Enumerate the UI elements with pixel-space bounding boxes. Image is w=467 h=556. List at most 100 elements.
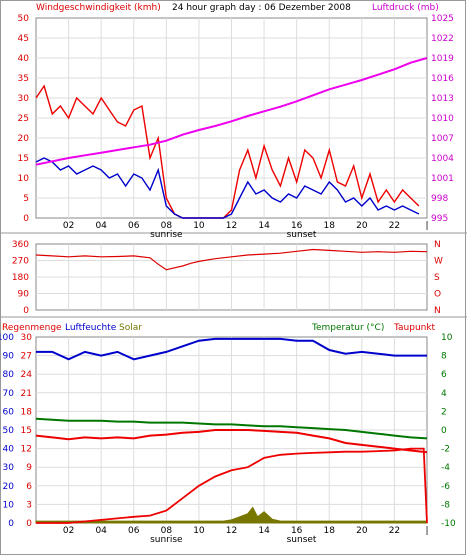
climate-panel-x-tick: 12 (226, 526, 237, 536)
dewpoint-line (35, 429, 428, 454)
pressure-panel-right-tick: 995 (431, 214, 448, 224)
wind-panel-x-end-tick: | (425, 221, 428, 231)
direction-panel-right-tick: N (434, 306, 441, 316)
wind-panel-left-tick: 5 (23, 194, 29, 204)
rain-panel-left-tick: 30 (21, 333, 33, 343)
rain-panel-left-tick: 0 (26, 519, 32, 529)
pressure-panel-right-tick: 1013 (431, 94, 454, 104)
pressure-line (35, 57, 428, 166)
wind-panel-x-tick: 04 (95, 221, 107, 231)
humidity-panel-left-tick: 50 (3, 426, 15, 436)
pressure-panel-right-tick: 1007 (431, 134, 454, 144)
pressure-panel-right-tick: 998 (431, 194, 448, 204)
chart-title: 24 hour graph day : 06 Dezember 2008 (172, 3, 351, 13)
pressure-panel-right-tick: 1004 (431, 154, 454, 164)
climate-panel-x-tick: 08 (161, 526, 173, 536)
temperature-line (35, 417, 428, 440)
wind-panel-x-tick: 10 (193, 221, 205, 231)
climate-panel-x-tick: 18 (324, 526, 336, 536)
temp-panel-right-tick: -10 (441, 519, 456, 529)
direction-panel-right-tick: O (434, 290, 441, 300)
wind-panel-x-tick: 20 (356, 221, 368, 231)
chart-layer: 02 04 06 08 10 12 14 16 18 20 22 |sunrise sunset0510… (0, 14, 456, 545)
wind-panel-x-tick: 02 (63, 221, 74, 231)
climate-panel-x-tick: 16 (291, 526, 303, 536)
direction-panel-left-tick: 0 (23, 306, 29, 316)
climate-panel-x-tick: 22 (389, 526, 400, 536)
temp-panel-right-tick: 4 (441, 389, 447, 399)
humidity-line (36, 337, 427, 361)
wind-panel-left-tick: 50 (18, 14, 30, 24)
direction-panel-left-tick: 180 (12, 273, 29, 283)
humidity-panel-left-tick: 0 (8, 519, 14, 529)
humidity-panel-left-tick: 100 (0, 333, 14, 343)
wind-panel-left-tick: 20 (18, 134, 30, 144)
temp-panel-right-tick: 8 (441, 352, 447, 362)
pressure-panel-right-tick: 1001 (431, 174, 454, 184)
humidity-panel-left-tick: 90 (3, 352, 15, 362)
rain-panel-left-tick: 27 (21, 352, 32, 362)
wind-panel-x-tick: 06 (128, 221, 140, 231)
rain-panel-left-tick: 12 (21, 445, 32, 455)
climate-panel-x-tick: 02 (63, 526, 74, 536)
temperature-label: Temperatur (°C) (311, 323, 384, 333)
wind-average-line (35, 157, 420, 219)
climate-panel-x-tick: 04 (95, 526, 107, 536)
temp-panel-right-tick: 6 (441, 370, 447, 380)
direction-panel-left-tick: 360 (12, 240, 29, 250)
wind-panel-x-tick: 16 (291, 221, 303, 231)
climate-panel-x-tick: 14 (258, 526, 270, 536)
climate-panel-x-tick: 06 (128, 526, 140, 536)
humidity-panel-left-tick: 60 (3, 407, 15, 417)
wind-panel-sunrise-label: sunrise (150, 230, 183, 240)
wind-panel-left-tick: 0 (23, 214, 29, 224)
rain-panel-left-tick: 3 (26, 500, 32, 510)
wind-panel-x-tick: 22 (389, 221, 400, 231)
wind-panel-left-tick: 45 (18, 34, 29, 44)
solar-area (35, 506, 428, 524)
solar-label: Solar (119, 323, 142, 333)
pressure-panel-right-tick: 1010 (431, 114, 454, 124)
rain-panel-left-tick: 21 (21, 389, 32, 399)
wind-panel-x-tick: 14 (258, 221, 270, 231)
wind-panel-left-tick: 25 (18, 114, 29, 124)
wind-panel-sunset-label: sunset (287, 230, 317, 240)
rain-axis-label: Regenmenge (2, 323, 62, 333)
pressure-panel-right-tick: 1016 (431, 74, 454, 84)
dewpoint-label: Taupunkt (393, 323, 436, 333)
rain-line (36, 447, 428, 524)
direction-panel-right-tick: N (434, 240, 441, 250)
direction-panel-right-tick: W (434, 257, 443, 267)
direction-panel-left-tick: 90 (18, 290, 30, 300)
rain-panel-left-tick: 6 (26, 482, 32, 492)
humidity-panel-left-tick: 70 (3, 389, 15, 399)
wind-panel-x-tick: 12 (226, 221, 237, 231)
humidity-panel-left-tick: 30 (3, 463, 15, 473)
humidity-panel-left-tick: 10 (3, 500, 15, 510)
wind-panel-x-tick: 18 (324, 221, 336, 231)
rain-panel-left-tick: 18 (21, 407, 33, 417)
wind-panel-left-tick: 30 (18, 94, 30, 104)
temp-panel-right-tick: -2 (441, 445, 450, 455)
temp-panel-right-tick: -8 (441, 500, 450, 510)
climate-panel-x-tick: 20 (356, 526, 368, 536)
pressure-panel-right-tick: 1019 (431, 54, 454, 64)
wind-panel-left-tick: 35 (18, 74, 29, 84)
climate-panel-sunset-label: sunset (287, 535, 317, 545)
humidity-panel-left-tick: 80 (3, 370, 15, 380)
wind-panel-left-tick: 40 (18, 54, 30, 64)
wind-panel-left-tick: 10 (18, 174, 30, 184)
temp-panel-right-tick: -6 (441, 482, 450, 492)
climate-panel-x-end-tick: | (425, 526, 428, 536)
climate-panel-x-tick: 10 (193, 526, 205, 536)
pressure-axis-label: Luftdruck (mb) (372, 3, 439, 13)
pressure-panel-right-tick: 1025 (431, 14, 454, 24)
wind-panel-x-tick: 08 (161, 221, 173, 231)
direction-panel-left-tick: 270 (12, 257, 29, 267)
rain-panel-left-tick: 24 (21, 370, 33, 380)
direction-panel-right-tick: S (434, 273, 440, 283)
humidity-panel-left-tick: 20 (3, 482, 15, 492)
